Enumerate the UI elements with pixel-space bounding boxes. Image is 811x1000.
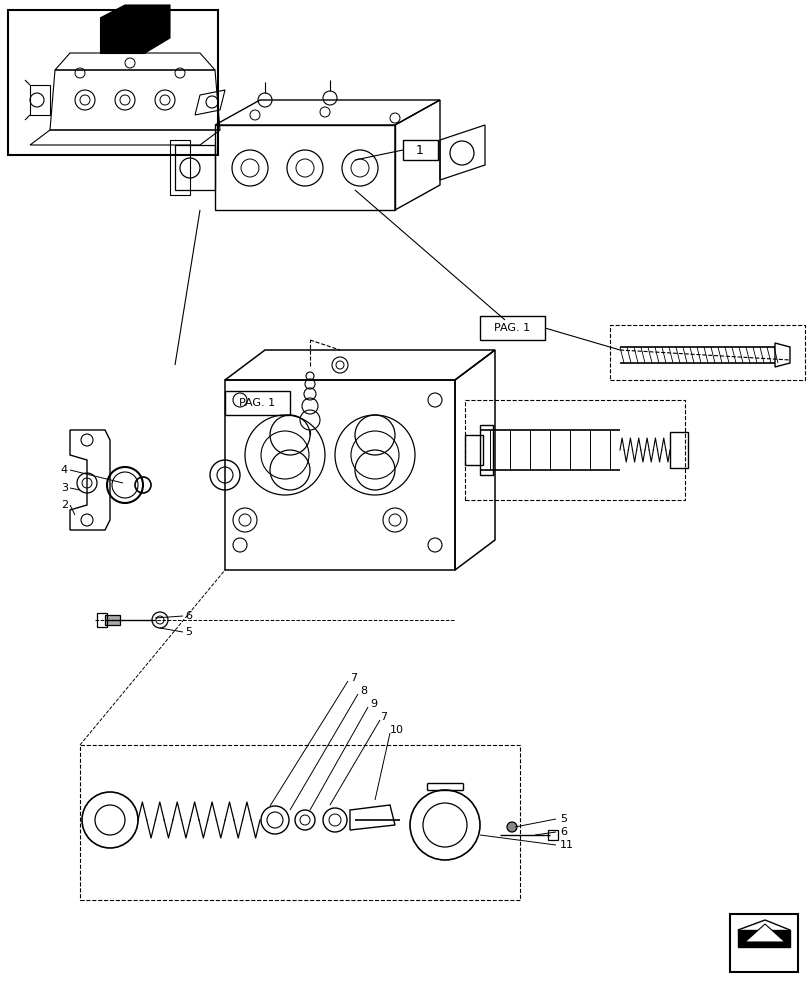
Bar [479, 316, 544, 340]
Text: 8: 8 [359, 686, 367, 696]
Text: PAG. 1: PAG. 1 [493, 323, 530, 333]
Text: 4: 4 [61, 465, 68, 475]
Text: 2: 2 [61, 500, 68, 510]
Text: 9: 9 [370, 699, 376, 709]
Bar [225, 391, 290, 415]
Text: 6: 6 [560, 827, 566, 837]
Text: PAG. 1: PAG. 1 [238, 398, 275, 408]
Circle shape [506, 822, 517, 832]
Polygon shape [145, 5, 169, 53]
Bar [729, 914, 797, 972]
Polygon shape [100, 5, 169, 18]
Bar [609, 325, 804, 380]
Bar [80, 745, 519, 900]
Text: 7: 7 [350, 673, 357, 683]
Bar [465, 400, 684, 500]
Text: 6: 6 [185, 611, 191, 621]
Bar [8, 10, 217, 155]
Bar [402, 140, 437, 160]
Text: 1: 1 [415, 144, 423, 157]
Text: 7: 7 [380, 712, 387, 722]
Polygon shape [100, 18, 145, 53]
Text: 5: 5 [185, 627, 191, 637]
Text: 10: 10 [389, 725, 404, 735]
Text: 3: 3 [61, 483, 68, 493]
Text: 5: 5 [560, 814, 566, 824]
Polygon shape [105, 615, 120, 625]
Text: 11: 11 [560, 840, 573, 850]
Polygon shape [737, 930, 789, 947]
Polygon shape [744, 924, 784, 942]
